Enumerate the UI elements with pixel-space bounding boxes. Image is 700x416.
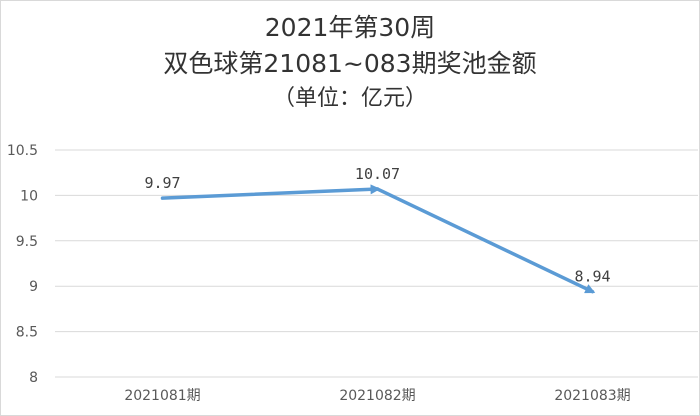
chart-title-block: 2021年第30周 双色球第21081~083期奖池金额 （单位：亿元） — [0, 10, 700, 116]
x-tick-label: 2021082期 — [339, 388, 415, 404]
x-tick-label: 2021083期 — [554, 388, 630, 404]
y-tick-label: 8.5 — [16, 325, 38, 341]
data-label: 8.94 — [574, 268, 610, 286]
chart-title: 2021年第30周 — [264, 13, 436, 42]
chart-unit-note: （单位：亿元） — [272, 86, 427, 111]
data-point — [591, 290, 594, 294]
y-tick-label: 10.5 — [7, 143, 38, 159]
y-tick-label: 10 — [20, 188, 38, 204]
series-line-segment — [375, 187, 596, 294]
y-tick-label: 8 — [29, 370, 38, 386]
data-point — [161, 196, 164, 200]
chart-subtitle: 双色球第21081~083期奖池金额 — [163, 49, 537, 78]
y-tick-label: 9 — [29, 279, 38, 295]
y-tick-label: 9.5 — [16, 234, 38, 250]
data-point — [376, 187, 379, 191]
data-label: 9.97 — [144, 174, 180, 192]
series-line-segment — [160, 184, 381, 200]
x-tick-label: 2021081期 — [124, 388, 200, 404]
data-label: 10.07 — [355, 165, 400, 183]
